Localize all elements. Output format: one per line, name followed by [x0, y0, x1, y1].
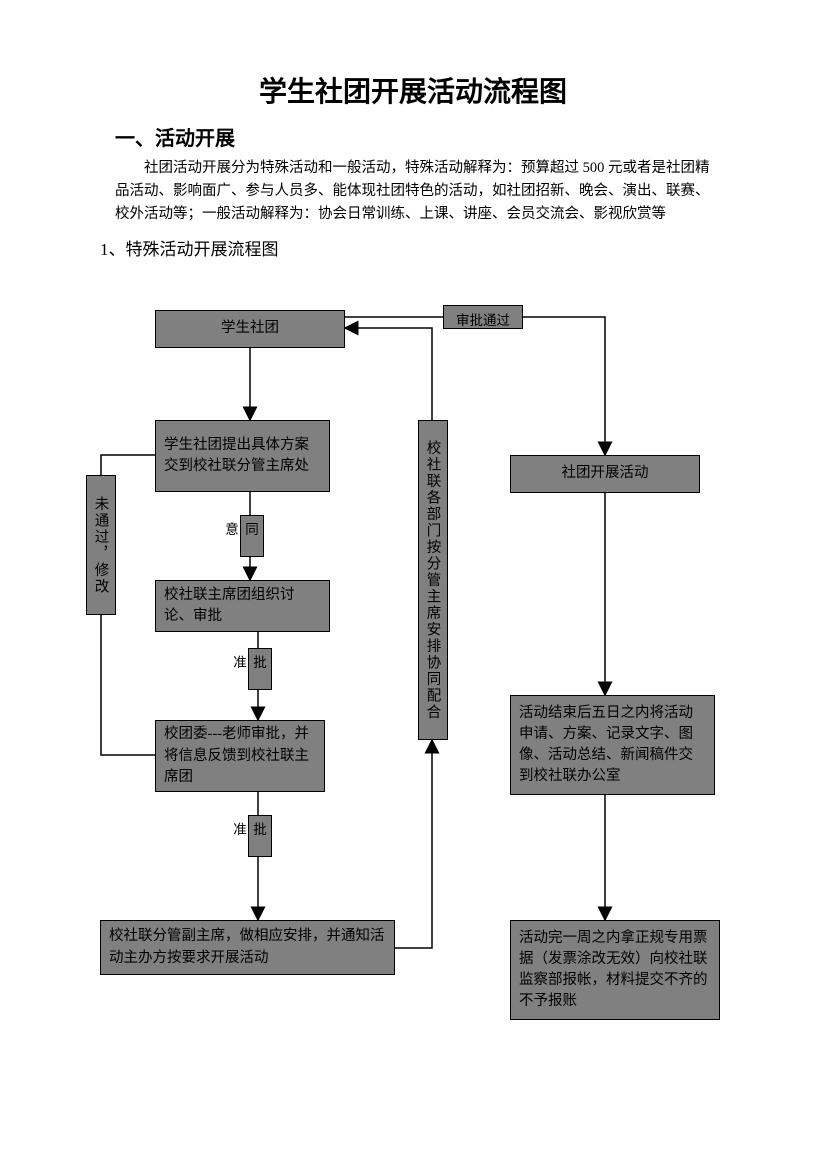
label-text: 同意: [223, 522, 258, 537]
node-vice-chair-arrange: 校社联分管副主席，做相应安排，并通知活动主办方按要求开展活动: [100, 920, 395, 975]
subheading: 1、特殊活动开展流程图: [100, 235, 826, 260]
node-label: 活动结束后五日之内将活动申请、方案、记录文字、图像、活动总结、新闻稿件交到校社联…: [519, 703, 706, 787]
section-heading: 一、活动开展: [115, 122, 826, 151]
node-label: 学生社团: [221, 318, 279, 339]
node-teacher-approve: 校团委---老师审批，并将信息反馈到校社联主席团: [155, 720, 325, 792]
edge-label-ratify-1: 批准: [248, 648, 272, 690]
node-label: 校社联分管副主席，做相应安排，并通知活动主办方按要求开展活动: [109, 926, 386, 968]
node-label: 校社联各部门按分管主席安排协同配合: [423, 440, 444, 721]
node-reimbursement: 活动完一周之内拿正规专用票据（发票涂改无效）向校社联监察部报帐，材料提交不齐的不…: [510, 920, 720, 1020]
node-departments-coordinate: 校社联各部门按分管主席安排协同配合: [418, 420, 448, 740]
node-label: 社团开展活动: [562, 463, 649, 484]
node-label: 校团委---老师审批，并将信息反馈到校社联主席团: [164, 724, 316, 787]
edge-label-approve-pass: 审批通过: [443, 305, 523, 329]
label-text: 批准: [231, 822, 266, 837]
node-label: 校社联主席团组织讨论、审批: [164, 585, 321, 627]
node-label: 学生社团提出具体方案交到校社联分管主席处: [164, 435, 321, 477]
node-carry-out-activity: 社团开展活动: [510, 455, 700, 493]
node-propose-plan: 学生社团提出具体方案交到校社联分管主席处: [155, 420, 330, 492]
edge-label-agree: 同意: [240, 515, 264, 557]
node-label: 未通过，修改: [91, 496, 112, 595]
node-submit-materials: 活动结束后五日之内将活动申请、方案、记录文字、图像、活动总结、新闻稿件交到校社联…: [510, 695, 715, 795]
node-presidium-review: 校社联主席团组织讨论、审批: [155, 580, 330, 632]
node-label: 活动完一周之内拿正规专用票据（发票涂改无效）向校社联监察部报帐，材料提交不齐的不…: [519, 928, 711, 1012]
intro-paragraph: 社团活动开展分为特殊活动和一般活动，特殊活动解释为：预算超过 500 元或者是社…: [115, 157, 711, 227]
flowchart-container: 学生社团 学生社团提出具体方案交到校社联分管主席处 校社联主席团组织讨论、审批 …: [0, 300, 826, 1130]
label-text: 审批通过: [456, 313, 510, 328]
page-title: 学生社团开展活动流程图: [0, 0, 826, 110]
node-not-passed-revise: 未通过，修改: [86, 475, 116, 615]
edge-label-ratify-2: 批准: [248, 815, 272, 857]
node-student-club: 学生社团: [155, 310, 345, 348]
label-text: 批准: [231, 655, 266, 670]
